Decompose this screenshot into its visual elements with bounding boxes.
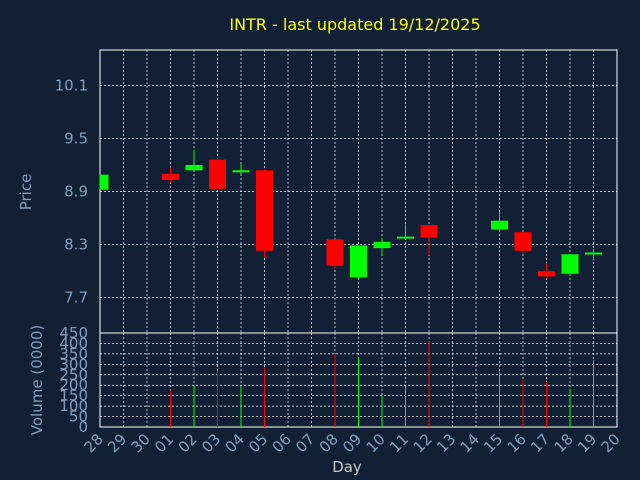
candle-body bbox=[185, 164, 203, 171]
candle-body bbox=[162, 173, 179, 181]
candle-body bbox=[256, 170, 273, 251]
price-tick-label: 7.7 bbox=[64, 289, 88, 307]
candle bbox=[561, 254, 579, 277]
candle bbox=[232, 164, 250, 174]
candle bbox=[185, 149, 203, 171]
volume-tick-label: 350 bbox=[59, 345, 88, 363]
candle bbox=[420, 225, 438, 256]
volume-tick-label: 300 bbox=[59, 355, 88, 373]
price-panel: 10.1 9.5 8.9 8.3 7.7 Price bbox=[17, 49, 618, 334]
candle-body bbox=[420, 225, 438, 238]
x-axis-ticks: 2829300102030405060708091011121314151617… bbox=[81, 430, 624, 456]
candle-body bbox=[373, 241, 391, 249]
candle-body bbox=[514, 232, 532, 251]
volume-tick-label: 250 bbox=[59, 366, 88, 384]
volume-tick-label: 0 bbox=[78, 418, 88, 436]
candle bbox=[514, 232, 532, 254]
candle-body bbox=[491, 220, 508, 230]
price-tick-label: 8.3 bbox=[64, 236, 88, 254]
candle-body bbox=[232, 170, 250, 173]
candle bbox=[538, 263, 555, 278]
volume-tick-label: 200 bbox=[59, 376, 88, 394]
candle-body bbox=[326, 239, 344, 266]
candle bbox=[209, 157, 226, 189]
price-tick-label: 8.9 bbox=[64, 183, 88, 201]
candle bbox=[326, 239, 344, 269]
volume-tick-label: 150 bbox=[59, 387, 88, 405]
candles bbox=[99, 149, 602, 280]
candle-body bbox=[100, 174, 109, 190]
candle bbox=[99, 174, 109, 190]
volume-bars bbox=[170, 341, 594, 427]
x-axis-label: Day bbox=[332, 458, 362, 476]
price-tick-label: 10.1 bbox=[55, 76, 88, 94]
candle bbox=[162, 167, 179, 183]
candle bbox=[373, 238, 391, 256]
candle-body bbox=[209, 159, 226, 189]
chart-title: INTR - last updated 19/12/2025 bbox=[229, 15, 480, 34]
candle bbox=[256, 170, 273, 258]
price-y-ticks: 10.1 9.5 8.9 8.3 7.7 bbox=[55, 76, 88, 306]
volume-tick-label: 100 bbox=[59, 397, 88, 415]
volume-tick-label: 400 bbox=[59, 334, 88, 352]
volume-tick-label: 450 bbox=[59, 324, 88, 342]
candle-body bbox=[397, 236, 414, 239]
volume-axis-label: Volume (0000) bbox=[28, 325, 46, 435]
candle bbox=[585, 248, 602, 261]
candle-body bbox=[538, 271, 555, 277]
candle bbox=[397, 224, 414, 239]
volume-tick-label: 50 bbox=[69, 408, 88, 426]
candle bbox=[491, 211, 508, 233]
candle-body bbox=[350, 245, 367, 278]
price-tick-label: 9.5 bbox=[64, 129, 88, 147]
candle bbox=[350, 245, 367, 280]
candle-body bbox=[585, 252, 602, 255]
price-axis-label: Price bbox=[17, 174, 35, 211]
candle-body bbox=[561, 254, 579, 274]
